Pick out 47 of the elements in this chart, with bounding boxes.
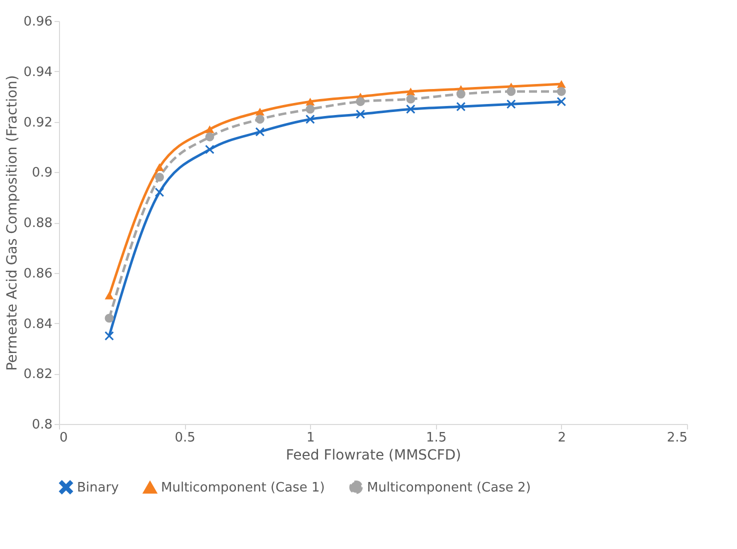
point bbox=[306, 104, 315, 114]
y-tick-label: 0.94 bbox=[24, 64, 52, 80]
x-tick-label: 2 bbox=[558, 430, 566, 446]
y-tick-label: 0.84 bbox=[24, 316, 52, 332]
point bbox=[556, 87, 566, 96]
y-tick-label: 0.8 bbox=[32, 418, 52, 432]
point bbox=[205, 132, 214, 142]
y-tick-label: 0.86 bbox=[24, 266, 52, 282]
point bbox=[255, 108, 264, 116]
legend-label: Binary bbox=[77, 480, 120, 496]
x-axis-title: Feed Flowrate (MMSCFD) bbox=[286, 448, 462, 464]
point bbox=[104, 292, 114, 300]
point bbox=[255, 114, 264, 124]
point bbox=[456, 90, 466, 99]
point bbox=[406, 94, 416, 104]
point bbox=[155, 188, 164, 197]
point bbox=[155, 163, 164, 171]
point bbox=[406, 104, 416, 114]
legend-label: Multicomponent (Case 1) bbox=[161, 480, 325, 496]
y-tick-label: 0.88 bbox=[24, 216, 52, 231]
x-tick-label: 1 bbox=[306, 430, 315, 446]
point bbox=[205, 144, 214, 154]
point bbox=[506, 100, 516, 109]
x-tick-label: 1.5 bbox=[426, 430, 447, 446]
x-tick-label: 0 bbox=[60, 430, 68, 446]
x-tick-label: 0.5 bbox=[174, 430, 196, 446]
point bbox=[104, 331, 114, 340]
point bbox=[155, 172, 164, 182]
point bbox=[306, 98, 315, 106]
point bbox=[205, 125, 214, 134]
point bbox=[306, 114, 315, 124]
x-tick-label: 2.5 bbox=[666, 430, 688, 446]
legend-label: Multicomponent (Case 2) bbox=[367, 480, 531, 496]
point bbox=[356, 97, 365, 106]
point bbox=[506, 87, 516, 96]
y-tick-label: 0.92 bbox=[24, 115, 52, 130]
point bbox=[356, 110, 365, 119]
point bbox=[556, 80, 566, 88]
point bbox=[406, 88, 416, 96]
point bbox=[255, 127, 264, 136]
point bbox=[556, 97, 566, 106]
y-tick-label: 0.96 bbox=[24, 14, 52, 30]
y-tick-label: 0.82 bbox=[24, 367, 52, 382]
y-tick-label: 0.9 bbox=[32, 166, 52, 181]
point bbox=[104, 314, 114, 323]
y-axis-title: Permeate Acid Gas Composition (Fraction) bbox=[4, 75, 21, 371]
point bbox=[456, 102, 466, 112]
